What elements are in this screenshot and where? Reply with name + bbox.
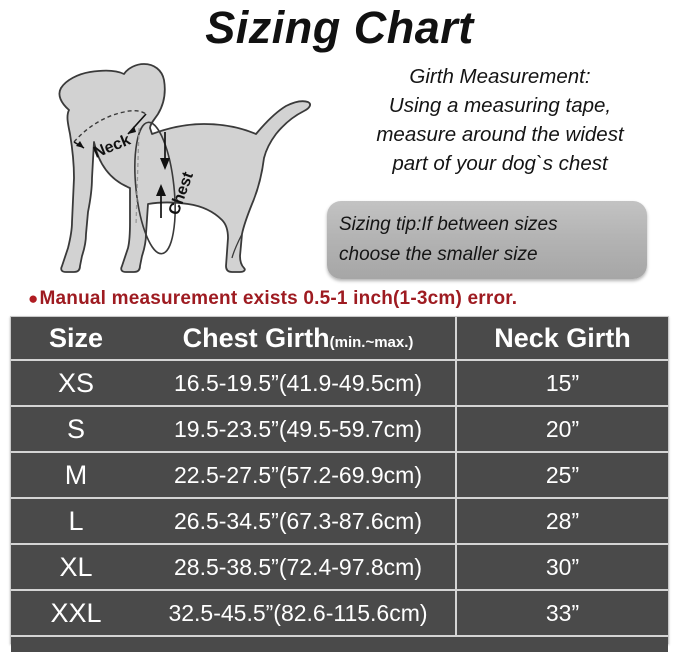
measurement-error-note: ●Manual measurement exists 0.5-1 inch(1-…	[28, 288, 517, 310]
chest-measure-dashed	[135, 127, 140, 227]
column-header-size: Size	[11, 317, 141, 361]
instructions-line-1: Using a measuring tape,	[388, 94, 612, 117]
cell-neck: 28”	[455, 498, 668, 545]
cell-neck: 20”	[455, 406, 668, 453]
cell-chest: 19.5-23.5”(49.5-59.7cm)	[141, 406, 456, 453]
neck-arrowhead-right	[128, 126, 136, 134]
cell-size: XL	[11, 544, 141, 591]
dog-rear-leg-line	[231, 233, 243, 259]
cell-chest: 28.5-38.5”(72.4-97.8cm)	[141, 544, 456, 591]
cell-neck: 33”	[455, 590, 668, 637]
table-row: L 26.5-34.5”(67.3-87.6cm) 28”	[11, 498, 668, 545]
cell-neck: 15”	[455, 360, 668, 407]
table-row: M 22.5-27.5”(57.2-69.9cm) 25”	[11, 452, 668, 499]
table-row: XS 16.5-19.5”(41.9-49.5cm) 15”	[11, 360, 668, 407]
column-header-chest-sub: (min.~max.)	[329, 333, 414, 351]
page-title: Sizing Chart	[205, 2, 474, 53]
size-table-container: Size Chest Girth(min.~max.) Neck Girth X…	[10, 316, 669, 652]
dog-body-shape	[58, 63, 311, 273]
table-row: XXL 32.5-45.5”(82.6-115.6cm) 33”	[11, 590, 668, 637]
cell-neck: 25”	[455, 452, 668, 499]
table-row: XL 28.5-38.5”(72.4-97.8cm) 30”	[11, 544, 668, 591]
cell-chest: 22.5-27.5”(57.2-69.9cm)	[141, 452, 456, 499]
sizing-tip-line-2: choose the smaller size	[339, 244, 538, 265]
chest-arrowhead-up	[156, 184, 166, 196]
size-table: Size Chest Girth(min.~max.) Neck Girth X…	[11, 317, 668, 637]
cell-size: XS	[11, 360, 141, 407]
cell-size: M	[11, 452, 141, 499]
measurement-error-text: Manual measurement exists 0.5-1 inch(1-3…	[39, 288, 518, 309]
neck-arrowhead-left	[76, 141, 84, 148]
dog-diagram: Neck Chest	[28, 58, 328, 293]
instructions-heading: Girth Measurement:	[409, 65, 591, 88]
table-header-row: Size Chest Girth(min.~max.) Neck Girth	[11, 317, 668, 361]
sizing-tip-box: Sizing tip:If between sizes choose the s…	[327, 201, 647, 279]
cell-neck: 30”	[455, 544, 668, 591]
table-row: S 19.5-23.5”(49.5-59.7cm) 20”	[11, 406, 668, 453]
cell-chest: 26.5-34.5”(67.3-87.6cm)	[141, 498, 456, 545]
cell-size: L	[11, 498, 141, 545]
bullet-icon: ●	[28, 289, 39, 308]
neck-measure-dashed	[73, 109, 147, 143]
column-header-chest-girth: Chest Girth(min.~max.)	[141, 317, 456, 361]
sizing-tip-line-1: Sizing tip:If between sizes	[339, 214, 558, 235]
column-header-neck-girth: Neck Girth	[455, 317, 668, 361]
girth-instructions: Girth Measurement: Using a measuring tap…	[330, 62, 670, 178]
instructions-line-2: measure around the widest	[376, 123, 624, 146]
cell-chest: 16.5-19.5”(41.9-49.5cm)	[141, 360, 456, 407]
chest-arrowhead-down	[160, 158, 170, 170]
table-body: XS 16.5-19.5”(41.9-49.5cm) 15” S 19.5-23…	[11, 360, 668, 637]
chest-measure-loop	[134, 121, 176, 255]
cell-size: S	[11, 406, 141, 453]
instructions-line-3: part of your dog`s chest	[392, 152, 608, 175]
column-header-chest-main: Chest Girth	[182, 322, 330, 353]
table-footer-strip	[11, 637, 668, 652]
cell-chest: 32.5-45.5”(82.6-115.6cm)	[141, 590, 456, 637]
cell-size: XXL	[11, 590, 141, 637]
